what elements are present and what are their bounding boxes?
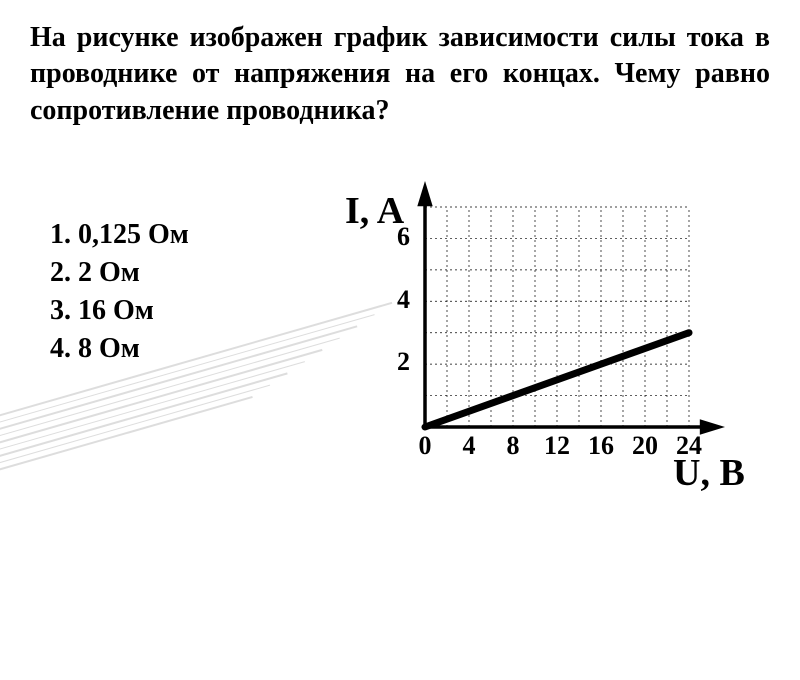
answer-option: 2. 2 Ом (50, 257, 330, 289)
answer-label: 16 Ом (78, 295, 154, 326)
question-text: На рисунке изображен график зависимости … (0, 0, 800, 139)
tick-label: 8 (493, 431, 533, 461)
answer-number: 1. (50, 219, 78, 250)
answer-number: 4. (50, 333, 78, 364)
tick-label: 24 (669, 431, 709, 461)
answer-option: 3. 16 Ом (50, 295, 330, 327)
tick-label: 6 (397, 222, 410, 252)
tick-label: 16 (581, 431, 621, 461)
answer-option: 1. 0,125 Ом (50, 219, 330, 251)
y-axis-label: I, A (345, 189, 404, 233)
answer-label: 0,125 Ом (78, 219, 189, 250)
tick-label: 20 (625, 431, 665, 461)
answer-number: 3. (50, 295, 78, 326)
answer-number: 2. (50, 257, 78, 288)
answer-label: 8 Ом (78, 333, 140, 364)
answer-label: 2 Ом (78, 257, 140, 288)
tick-label: 12 (537, 431, 577, 461)
tick-label: 4 (449, 431, 489, 461)
tick-label: 4 (397, 285, 410, 315)
